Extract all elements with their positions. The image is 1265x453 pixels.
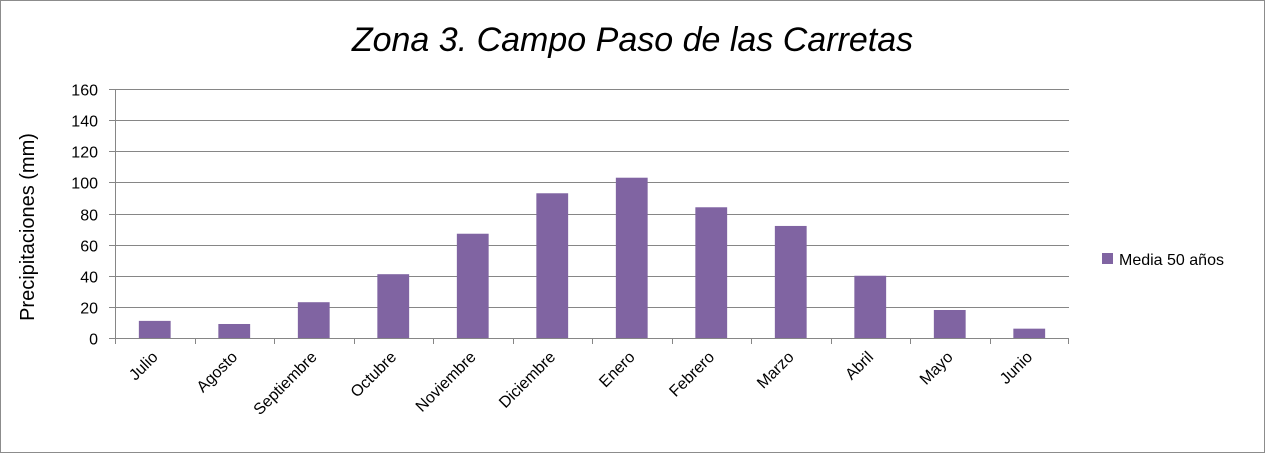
y-tick-label: 100	[71, 176, 98, 193]
x-tick-label: Mayo	[917, 349, 957, 389]
x-tick-label: Septiembre	[251, 349, 321, 419]
x-tick-label: Noviembre	[413, 349, 480, 416]
bar	[854, 275, 887, 338]
y-tick-labels: 0 20 40 60 80 100 120 140 160	[71, 83, 98, 349]
chart-title: Zona 3. Campo Paso de las Carretas	[351, 21, 914, 59]
bars	[138, 177, 1046, 338]
y-axis-title: Precipitaciones (mm)	[17, 133, 39, 321]
x-tick-label: Enero	[596, 349, 638, 391]
y-tick-label: 0	[89, 332, 98, 349]
x-tick-label: Diciembre	[496, 349, 559, 412]
legend-label: Media 50 años	[1119, 252, 1224, 269]
y-tick-label: 140	[71, 114, 98, 131]
y-tick-label: 40	[80, 270, 98, 287]
y-tick-label: 60	[80, 239, 98, 256]
x-tick-label: Abril	[842, 349, 877, 384]
bar	[218, 323, 251, 338]
y-tick-label: 20	[80, 301, 98, 318]
bar	[615, 177, 648, 338]
x-tick-label: Marzo	[754, 349, 798, 393]
y-tick-label: 80	[80, 208, 98, 225]
bar	[297, 302, 330, 338]
bar	[695, 207, 728, 338]
axes	[109, 89, 1069, 344]
bar	[933, 309, 966, 338]
x-tick-labels: Julio Agosto Septiembre Octubre Noviembre Dic…	[126, 349, 1036, 419]
bar	[456, 233, 489, 338]
y-tick-label: 160	[71, 83, 98, 100]
x-tick-label: Junio	[997, 349, 1036, 388]
bar	[377, 274, 410, 338]
legend: Media 50 años	[1102, 252, 1224, 269]
x-tick-label: Julio	[126, 349, 161, 384]
x-tick-label: Octubre	[348, 349, 400, 401]
bar	[1013, 328, 1046, 338]
gridlines	[115, 89, 1069, 308]
bar	[138, 320, 171, 338]
x-tick-label: Agosto	[194, 349, 241, 396]
bar	[774, 225, 807, 338]
x-tick-label: Febrero	[666, 349, 718, 401]
bar	[536, 193, 569, 338]
legend-swatch	[1102, 253, 1113, 264]
y-tick-label: 120	[71, 145, 98, 162]
